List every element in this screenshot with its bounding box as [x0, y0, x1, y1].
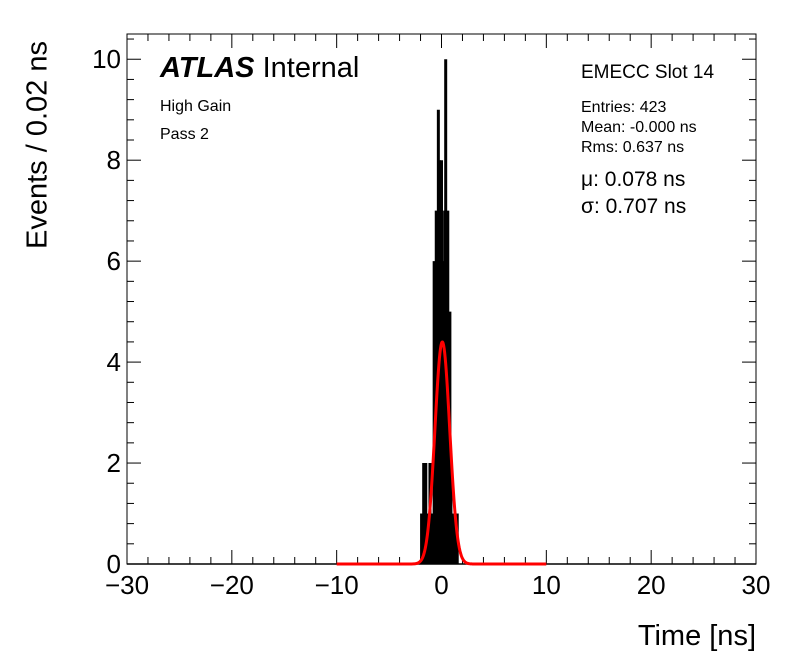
x-tick-label: 10 — [532, 570, 561, 600]
x-tick-label: 0 — [434, 570, 448, 600]
y-tick-label: 8 — [107, 145, 121, 175]
fit-mu-label: μ: 0.078 ns — [581, 168, 686, 191]
gain-label: High Gain — [160, 98, 232, 115]
fit-sigma-label: σ: 0.707 ns — [581, 195, 687, 218]
atlas-status-label: Internal — [262, 52, 360, 84]
atlas-label: ATLAS Internal — [160, 52, 359, 85]
y-tick-label: 0 — [107, 549, 121, 579]
x-tick-label: −10 — [315, 570, 359, 600]
entries-label: Entries: 423 — [581, 99, 667, 116]
mean-label: Mean: -0.000 ns — [581, 119, 697, 136]
y-tick-label: 4 — [107, 347, 121, 377]
slot-label: EMECC Slot 14 — [581, 62, 715, 83]
rms-label: Rms: 0.637 ns — [581, 139, 685, 156]
y-tick-label: 10 — [92, 44, 121, 74]
y-axis-title: Events / 0.02 ns — [21, 41, 54, 249]
pass-label: Pass 2 — [160, 126, 209, 143]
x-axis-title: Time [ns] — [637, 620, 756, 652]
y-tick-label: 6 — [107, 246, 121, 276]
x-tick-label: −30 — [105, 570, 149, 600]
y-tick-label: 2 — [107, 448, 121, 478]
gaussian-fit-curve — [335, 340, 548, 566]
x-tick-label: 30 — [742, 570, 771, 600]
atlas-experiment-label: ATLAS — [160, 52, 255, 84]
x-tick-label: −20 — [210, 570, 254, 600]
x-tick-label: 20 — [637, 570, 666, 600]
